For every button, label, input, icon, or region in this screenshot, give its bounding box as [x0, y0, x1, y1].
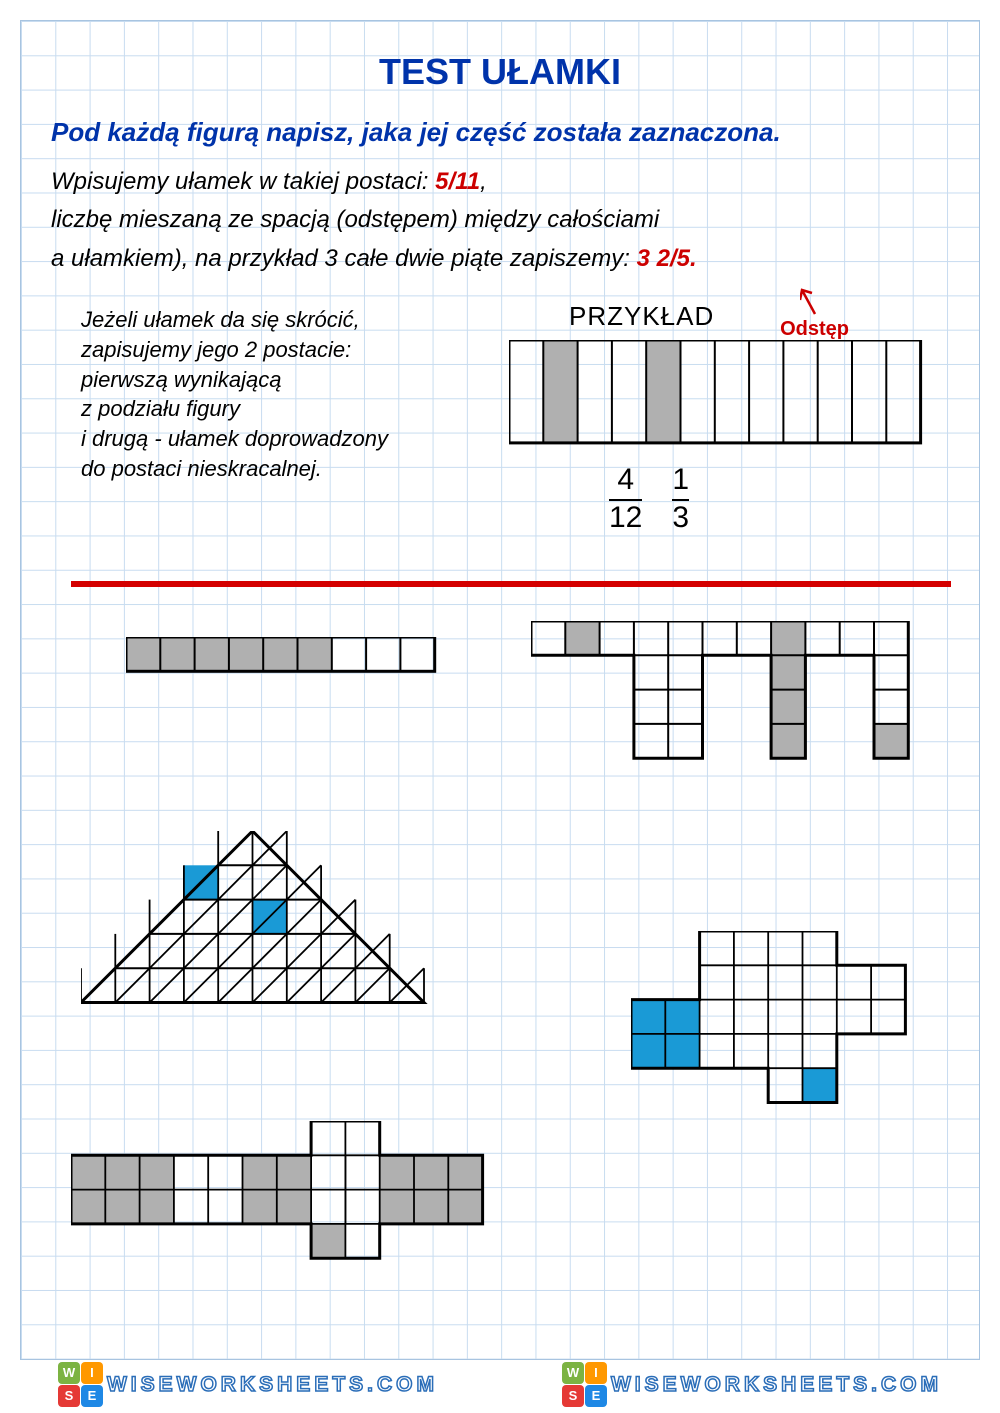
frac2-den: 3 — [672, 503, 689, 533]
frac-1: 4 12 — [609, 465, 642, 533]
instr-1a: Wpisujemy ułamek w takiej postaci: — [51, 168, 435, 195]
example-column: PRZYKŁAD 4 12 1 3 — [509, 297, 949, 533]
frac-2: 1 3 — [672, 465, 689, 533]
shape-e — [531, 621, 951, 801]
lt-4: z podziału figury — [81, 394, 489, 424]
instruction-1: Wpisujemy ułamek w takiej postaci: 5/11, — [51, 166, 949, 198]
page-title: TEST UŁAMKI — [51, 51, 949, 93]
instr-3a: a ułamkiem), na przykład 3 całe dwie pią… — [51, 245, 637, 272]
example-fractions: 4 12 1 3 — [609, 465, 949, 533]
left-instructions: Jeżeli ułamek da się skrócić, zapisujemy… — [51, 297, 489, 533]
footer-logo-2: WISE WISEWORKSHEETS.COM — [562, 1362, 942, 1407]
shape-bar — [126, 637, 446, 677]
frac1-num: 4 — [617, 465, 634, 497]
lt-2: zapisujemy jego 2 postacie: — [81, 335, 489, 365]
instr-ex2: 3 2/5. — [637, 245, 697, 272]
frac1-den: 12 — [609, 503, 642, 533]
worksheet-page: TEST UŁAMKI Pod każdą figurą napisz, jak… — [20, 20, 980, 1360]
shape-triangle — [81, 831, 501, 1051]
divider-rule — [71, 581, 951, 587]
arrow-up-icon — [800, 286, 830, 316]
content: TEST UŁAMKI Pod każdą figurą napisz, jak… — [21, 21, 979, 563]
footer-text-1: WISEWORKSHEETS.COM — [107, 1373, 438, 1397]
footer-text-2: WISEWORKSHEETS.COM — [611, 1373, 942, 1397]
instruction-2: liczbę mieszaną ze spacją (odstępem) mię… — [51, 204, 949, 236]
instr-1b: , — [480, 168, 487, 195]
shape-step — [631, 931, 971, 1131]
example-label: PRZYKŁAD — [569, 301, 949, 332]
arrow-note-text: Odstęp — [780, 318, 849, 340]
lt-6: do postaci nieskracalnej. — [81, 454, 489, 484]
shape-cross — [71, 1121, 531, 1291]
lt-5: i drugą - ułamek doprowadzony — [81, 424, 489, 454]
arrow-note: Odstęp — [780, 286, 849, 341]
lt-1: Jeżeli ułamek da się skrócić, — [81, 305, 489, 335]
example-shape — [509, 340, 929, 450]
subtitle: Pod każdą figurą napisz, jaka jej część … — [51, 117, 949, 148]
footer-logo-1: WISE WISEWORKSHEETS.COM — [58, 1362, 438, 1407]
lt-3: pierwszą wynikającą — [81, 365, 489, 395]
frac2-num: 1 — [672, 465, 689, 497]
instruction-3: a ułamkiem), na przykład 3 całe dwie pią… — [51, 243, 949, 275]
footer: WISE WISEWORKSHEETS.COM WISE WISEWORKSHE… — [0, 1362, 1000, 1407]
instr-ex1: 5/11 — [435, 168, 480, 195]
